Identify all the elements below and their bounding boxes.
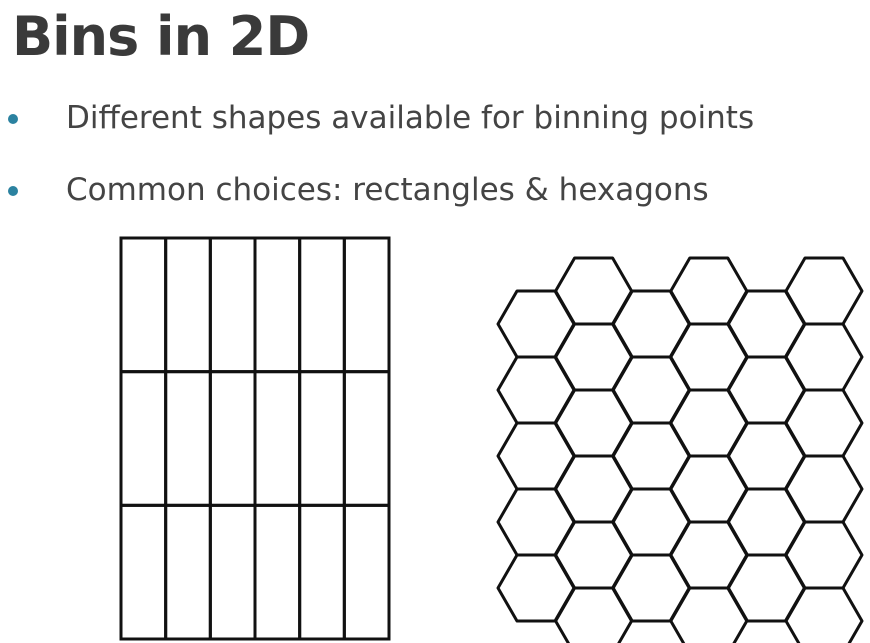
hexagon-bin-grid	[496, 256, 864, 643]
rectangle-bin	[342, 370, 391, 507]
rectangle-bin	[253, 236, 302, 374]
hexagon-bin	[554, 256, 634, 326]
rectangle-bin	[164, 236, 212, 374]
bullet-text: Common choices: rectangles & hexagons	[66, 172, 709, 208]
hexagon-bin	[611, 289, 691, 359]
hexagon-bin	[726, 421, 806, 491]
hexagon-bin	[554, 586, 634, 643]
rectangle-bin	[164, 503, 212, 641]
hexagon-bin	[669, 256, 749, 326]
hexagon-bin	[554, 388, 634, 458]
hexagon-bin	[611, 421, 691, 491]
rectangle-bin	[253, 503, 302, 641]
hexagon-bin	[726, 289, 806, 359]
rectangle-bin	[342, 236, 391, 374]
rectangle-bin	[208, 503, 257, 641]
rectangle-bin	[119, 370, 168, 507]
hexagon-bin	[726, 487, 806, 557]
rectangle-bin	[119, 503, 168, 641]
hexagon-bin	[726, 355, 806, 425]
bullet-dot-icon	[8, 114, 18, 124]
hexagon-bin	[784, 256, 864, 326]
rectangle-bin	[342, 503, 391, 641]
rectangle-bin	[208, 236, 257, 374]
rectangle-bin	[119, 236, 168, 374]
hexagon-bin	[784, 586, 864, 643]
hexagon-bin	[611, 553, 691, 623]
hexagon-bin	[726, 553, 806, 623]
slide-title: Bins in 2D	[12, 5, 310, 68]
hexagon-bin	[784, 322, 864, 392]
rectangle-bin	[253, 370, 302, 507]
rectangle-bin	[298, 236, 346, 374]
hexagon-bin	[784, 454, 864, 524]
bullet-text: Different shapes available for binning p…	[66, 100, 755, 136]
rectangle-bin	[298, 370, 346, 507]
hexagon-bin	[496, 355, 576, 425]
hexagon-bin	[554, 520, 634, 590]
hexagon-bin	[496, 421, 576, 491]
hexagon-bin	[669, 454, 749, 524]
hexagon-bin	[669, 322, 749, 392]
hexagon-bin	[669, 520, 749, 590]
hexagon-bin	[496, 553, 576, 623]
hexagon-bin	[669, 586, 749, 643]
bullet-dot-icon	[8, 186, 18, 196]
hexagon-bin	[611, 487, 691, 557]
hexagon-bin	[784, 520, 864, 590]
hexagon-bin	[496, 487, 576, 557]
rectangle-bin	[298, 503, 346, 641]
rectangle-bin-grid	[119, 236, 391, 641]
hexagon-bin	[554, 322, 634, 392]
hexagon-bin	[554, 454, 634, 524]
hexagon-bin	[784, 388, 864, 458]
hexagon-bin	[496, 289, 576, 359]
hexagon-bin	[669, 388, 749, 458]
rectangle-bin	[164, 370, 212, 507]
hexagon-bin	[611, 355, 691, 425]
rectangle-bin	[208, 370, 257, 507]
